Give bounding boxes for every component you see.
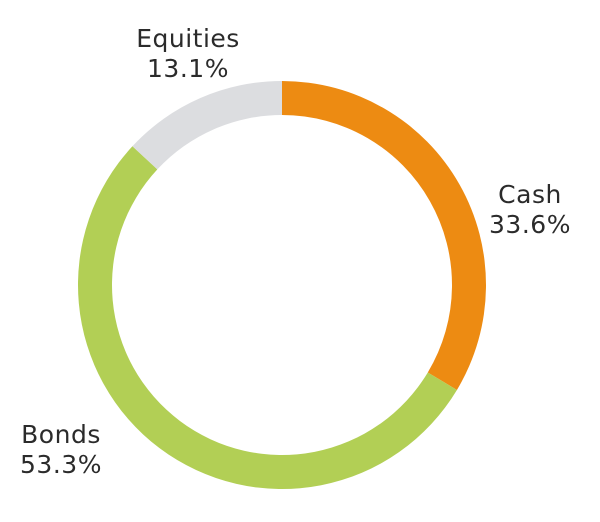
slice-label-cash: Cash 33.6% <box>470 180 590 240</box>
slice-name-bonds: Bonds <box>21 420 101 449</box>
slice-name-equities: Equities <box>136 24 240 53</box>
slice-value-cash: 33.6% <box>489 210 571 239</box>
slice-name-cash: Cash <box>498 180 562 209</box>
slice-equities <box>132 81 282 170</box>
slice-value-equities: 13.1% <box>147 54 229 83</box>
slice-label-bonds: Bonds 53.3% <box>6 420 116 480</box>
slice-value-bonds: 53.3% <box>20 450 102 479</box>
slice-label-equities: Equities 13.1% <box>100 24 276 84</box>
slice-cash <box>282 81 486 390</box>
slice-bonds <box>78 146 457 489</box>
